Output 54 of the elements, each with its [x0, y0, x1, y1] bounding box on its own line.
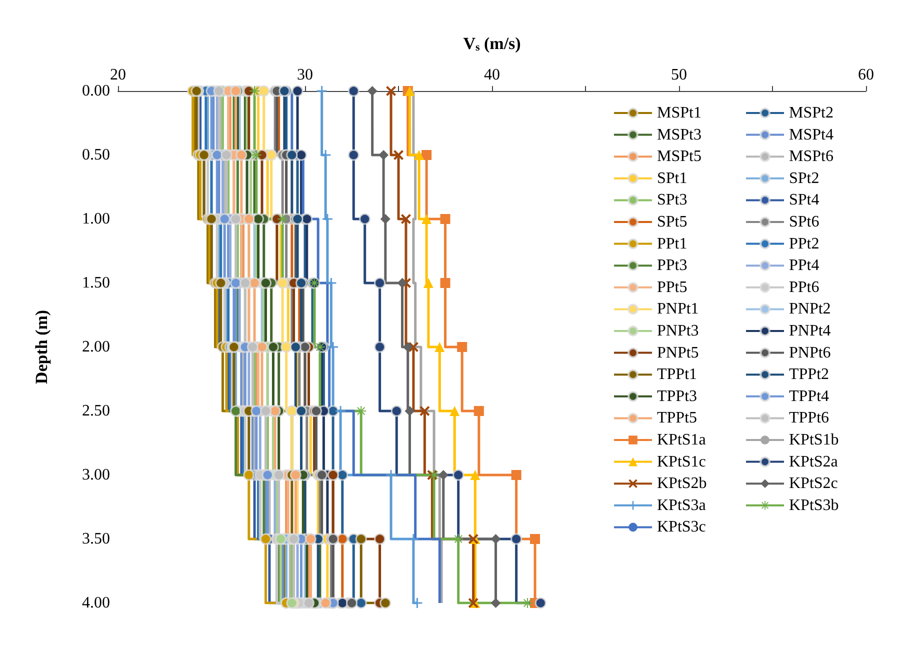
y-tick-label: 1.00 — [82, 210, 110, 228]
y-axis-title: Depth (m) — [32, 310, 51, 384]
legend-label: PNPt5 — [657, 344, 699, 362]
y-tick-label: 1.50 — [82, 274, 110, 292]
y-tick-label: 2.50 — [82, 402, 110, 420]
legend-label: SPt5 — [657, 214, 688, 230]
x-tick-label: 20 — [110, 66, 126, 84]
legend-label: MSPt3 — [657, 126, 702, 144]
legend-label: PPt3 — [657, 257, 688, 274]
legend-label: TPPt5 — [657, 410, 698, 427]
legend-label: MSPt6 — [789, 148, 834, 166]
legend-label: PNPt2 — [789, 300, 831, 318]
legend-label: TPPt1 — [657, 366, 698, 384]
legend-label: MSPt4 — [789, 126, 834, 144]
legend-label: PNPt4 — [789, 322, 831, 340]
legend-label: MSPt1 — [657, 104, 702, 122]
legend-label: PNPt6 — [789, 344, 831, 362]
y-tick-label: 0.00 — [82, 82, 110, 100]
legend-label: PPt5 — [657, 278, 688, 296]
x-tick-label: 30 — [297, 66, 313, 84]
legend-label: KPtS3b — [789, 496, 839, 514]
legend-label: PPt4 — [789, 257, 820, 274]
legend-label: KPtS2b — [657, 475, 707, 492]
legend-label: KPtS1c — [657, 453, 706, 470]
legend-label: SPt1 — [657, 170, 688, 187]
legend-label: TPPt4 — [789, 388, 830, 405]
legend-label: MSPt5 — [657, 148, 702, 166]
y-tick-label: 3.50 — [82, 530, 110, 548]
legend-label: SPt3 — [657, 192, 688, 209]
legend-label: SPt6 — [789, 214, 820, 230]
legend-label: PNPt3 — [657, 322, 699, 340]
legend-label: TPPt3 — [657, 388, 698, 405]
y-tick-label: 4.00 — [82, 594, 110, 612]
legend-label: TPPt6 — [789, 410, 830, 427]
legend-label: KPtS2c — [789, 475, 838, 492]
legend-label: SPt2 — [789, 170, 820, 187]
y-tick-label: 0.50 — [82, 146, 110, 164]
legend-label: SPt4 — [789, 192, 820, 209]
x-tick-label: 40 — [484, 66, 500, 84]
y-tick-label: 2.00 — [82, 338, 110, 356]
legend-label: PNPt1 — [657, 300, 699, 318]
legend-label: TPPt2 — [789, 366, 830, 384]
legend-label: KPtS1a — [657, 432, 706, 448]
legend-label: MSPt2 — [789, 104, 834, 122]
legend-label: KPtS1b — [789, 432, 839, 448]
x-tick-label: 50 — [671, 66, 687, 84]
y-tick-label: 3.00 — [82, 466, 110, 484]
x-tick-label: 60 — [858, 66, 874, 84]
legend-label: KPtS3a — [657, 496, 706, 514]
legend-label: KPtS2a — [789, 453, 838, 470]
legend-label: PPt6 — [789, 278, 820, 296]
legend-label: KPtS3c — [657, 518, 706, 536]
legend-label: PPt2 — [789, 235, 820, 252]
legend-label: PPt1 — [657, 235, 688, 252]
